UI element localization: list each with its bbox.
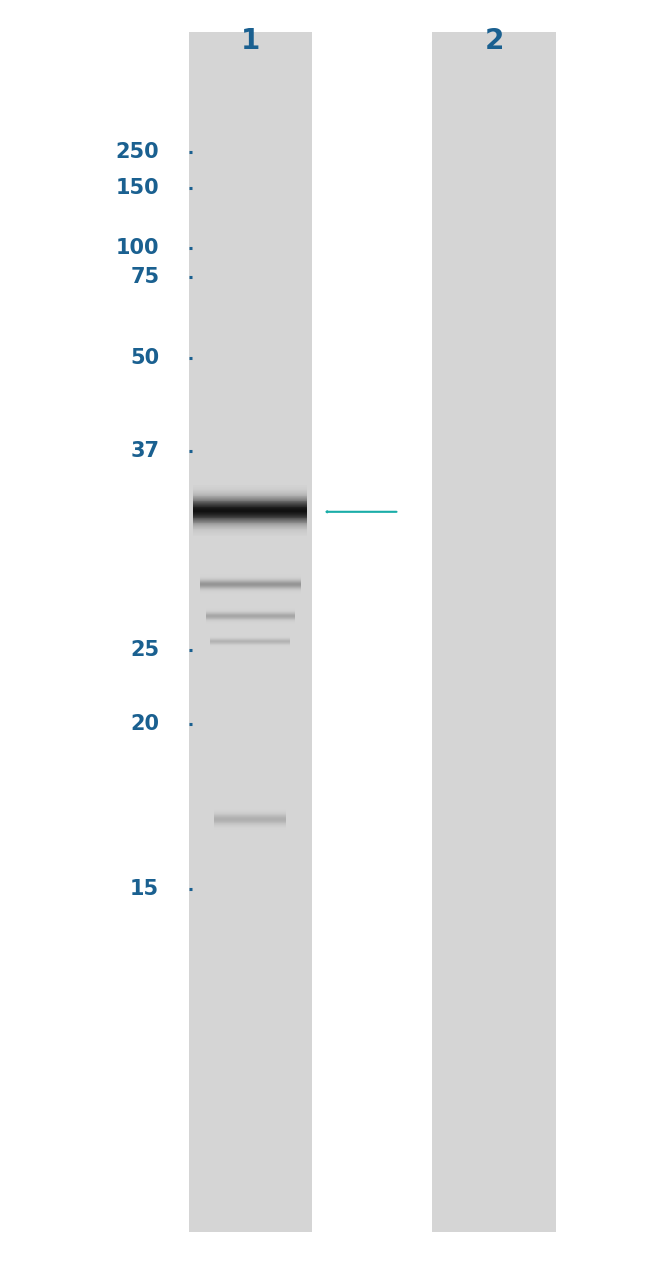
Text: 2: 2 [484, 27, 504, 55]
Bar [194, 519, 307, 521]
Bar [194, 508, 307, 511]
Bar [194, 517, 307, 518]
Text: 250: 250 [116, 142, 159, 163]
Bar [194, 513, 307, 514]
Bar [194, 498, 307, 500]
Bar [194, 485, 307, 486]
Bar [194, 497, 307, 498]
Bar [194, 505, 307, 508]
Bar [194, 507, 307, 508]
Bar [194, 532, 307, 533]
Bar [194, 490, 307, 491]
Bar [194, 525, 307, 526]
Bar [194, 535, 307, 536]
Bar [194, 514, 307, 516]
Bar [194, 504, 307, 505]
Bar [194, 531, 307, 533]
Bar [194, 522, 307, 523]
Bar [194, 526, 307, 528]
Bar [194, 526, 307, 527]
Text: 75: 75 [130, 267, 159, 287]
Bar [194, 516, 307, 517]
Bar [194, 500, 307, 502]
Bar [194, 498, 307, 499]
Bar [194, 489, 307, 490]
Bar [194, 523, 307, 526]
Bar [194, 488, 307, 489]
Bar [194, 523, 307, 525]
Bar [194, 493, 307, 495]
Bar [194, 495, 307, 497]
Bar [194, 518, 307, 519]
Bar [194, 527, 307, 528]
Bar [432, 32, 556, 1232]
Text: 20: 20 [130, 714, 159, 734]
Text: 15: 15 [130, 879, 159, 899]
Bar [194, 530, 307, 531]
Bar [194, 511, 307, 513]
Bar [194, 528, 307, 531]
Bar [194, 521, 307, 522]
Bar [194, 485, 307, 488]
Bar [194, 509, 307, 511]
Bar [194, 528, 307, 530]
Text: 37: 37 [130, 441, 159, 461]
Text: 150: 150 [116, 178, 159, 198]
Bar [194, 502, 307, 503]
Bar [194, 495, 307, 498]
Bar [194, 531, 307, 532]
Bar [194, 508, 307, 509]
Text: 25: 25 [130, 640, 159, 660]
Bar [194, 511, 307, 512]
Bar [194, 503, 307, 505]
Bar [188, 32, 312, 1232]
Bar [194, 513, 307, 516]
Bar [194, 505, 307, 507]
Bar [194, 512, 307, 513]
Bar [194, 518, 307, 521]
Bar [194, 488, 307, 490]
Text: 100: 100 [116, 237, 159, 258]
Bar [194, 533, 307, 536]
Bar [194, 503, 307, 504]
Text: 1: 1 [240, 27, 260, 55]
Bar [194, 486, 307, 488]
Bar [194, 533, 307, 535]
Bar [194, 500, 307, 503]
Bar [194, 490, 307, 493]
Bar [194, 516, 307, 518]
Bar [194, 491, 307, 493]
Bar [194, 493, 307, 494]
Text: 50: 50 [130, 348, 159, 368]
Bar [194, 499, 307, 500]
Bar [194, 521, 307, 523]
Bar [194, 494, 307, 495]
